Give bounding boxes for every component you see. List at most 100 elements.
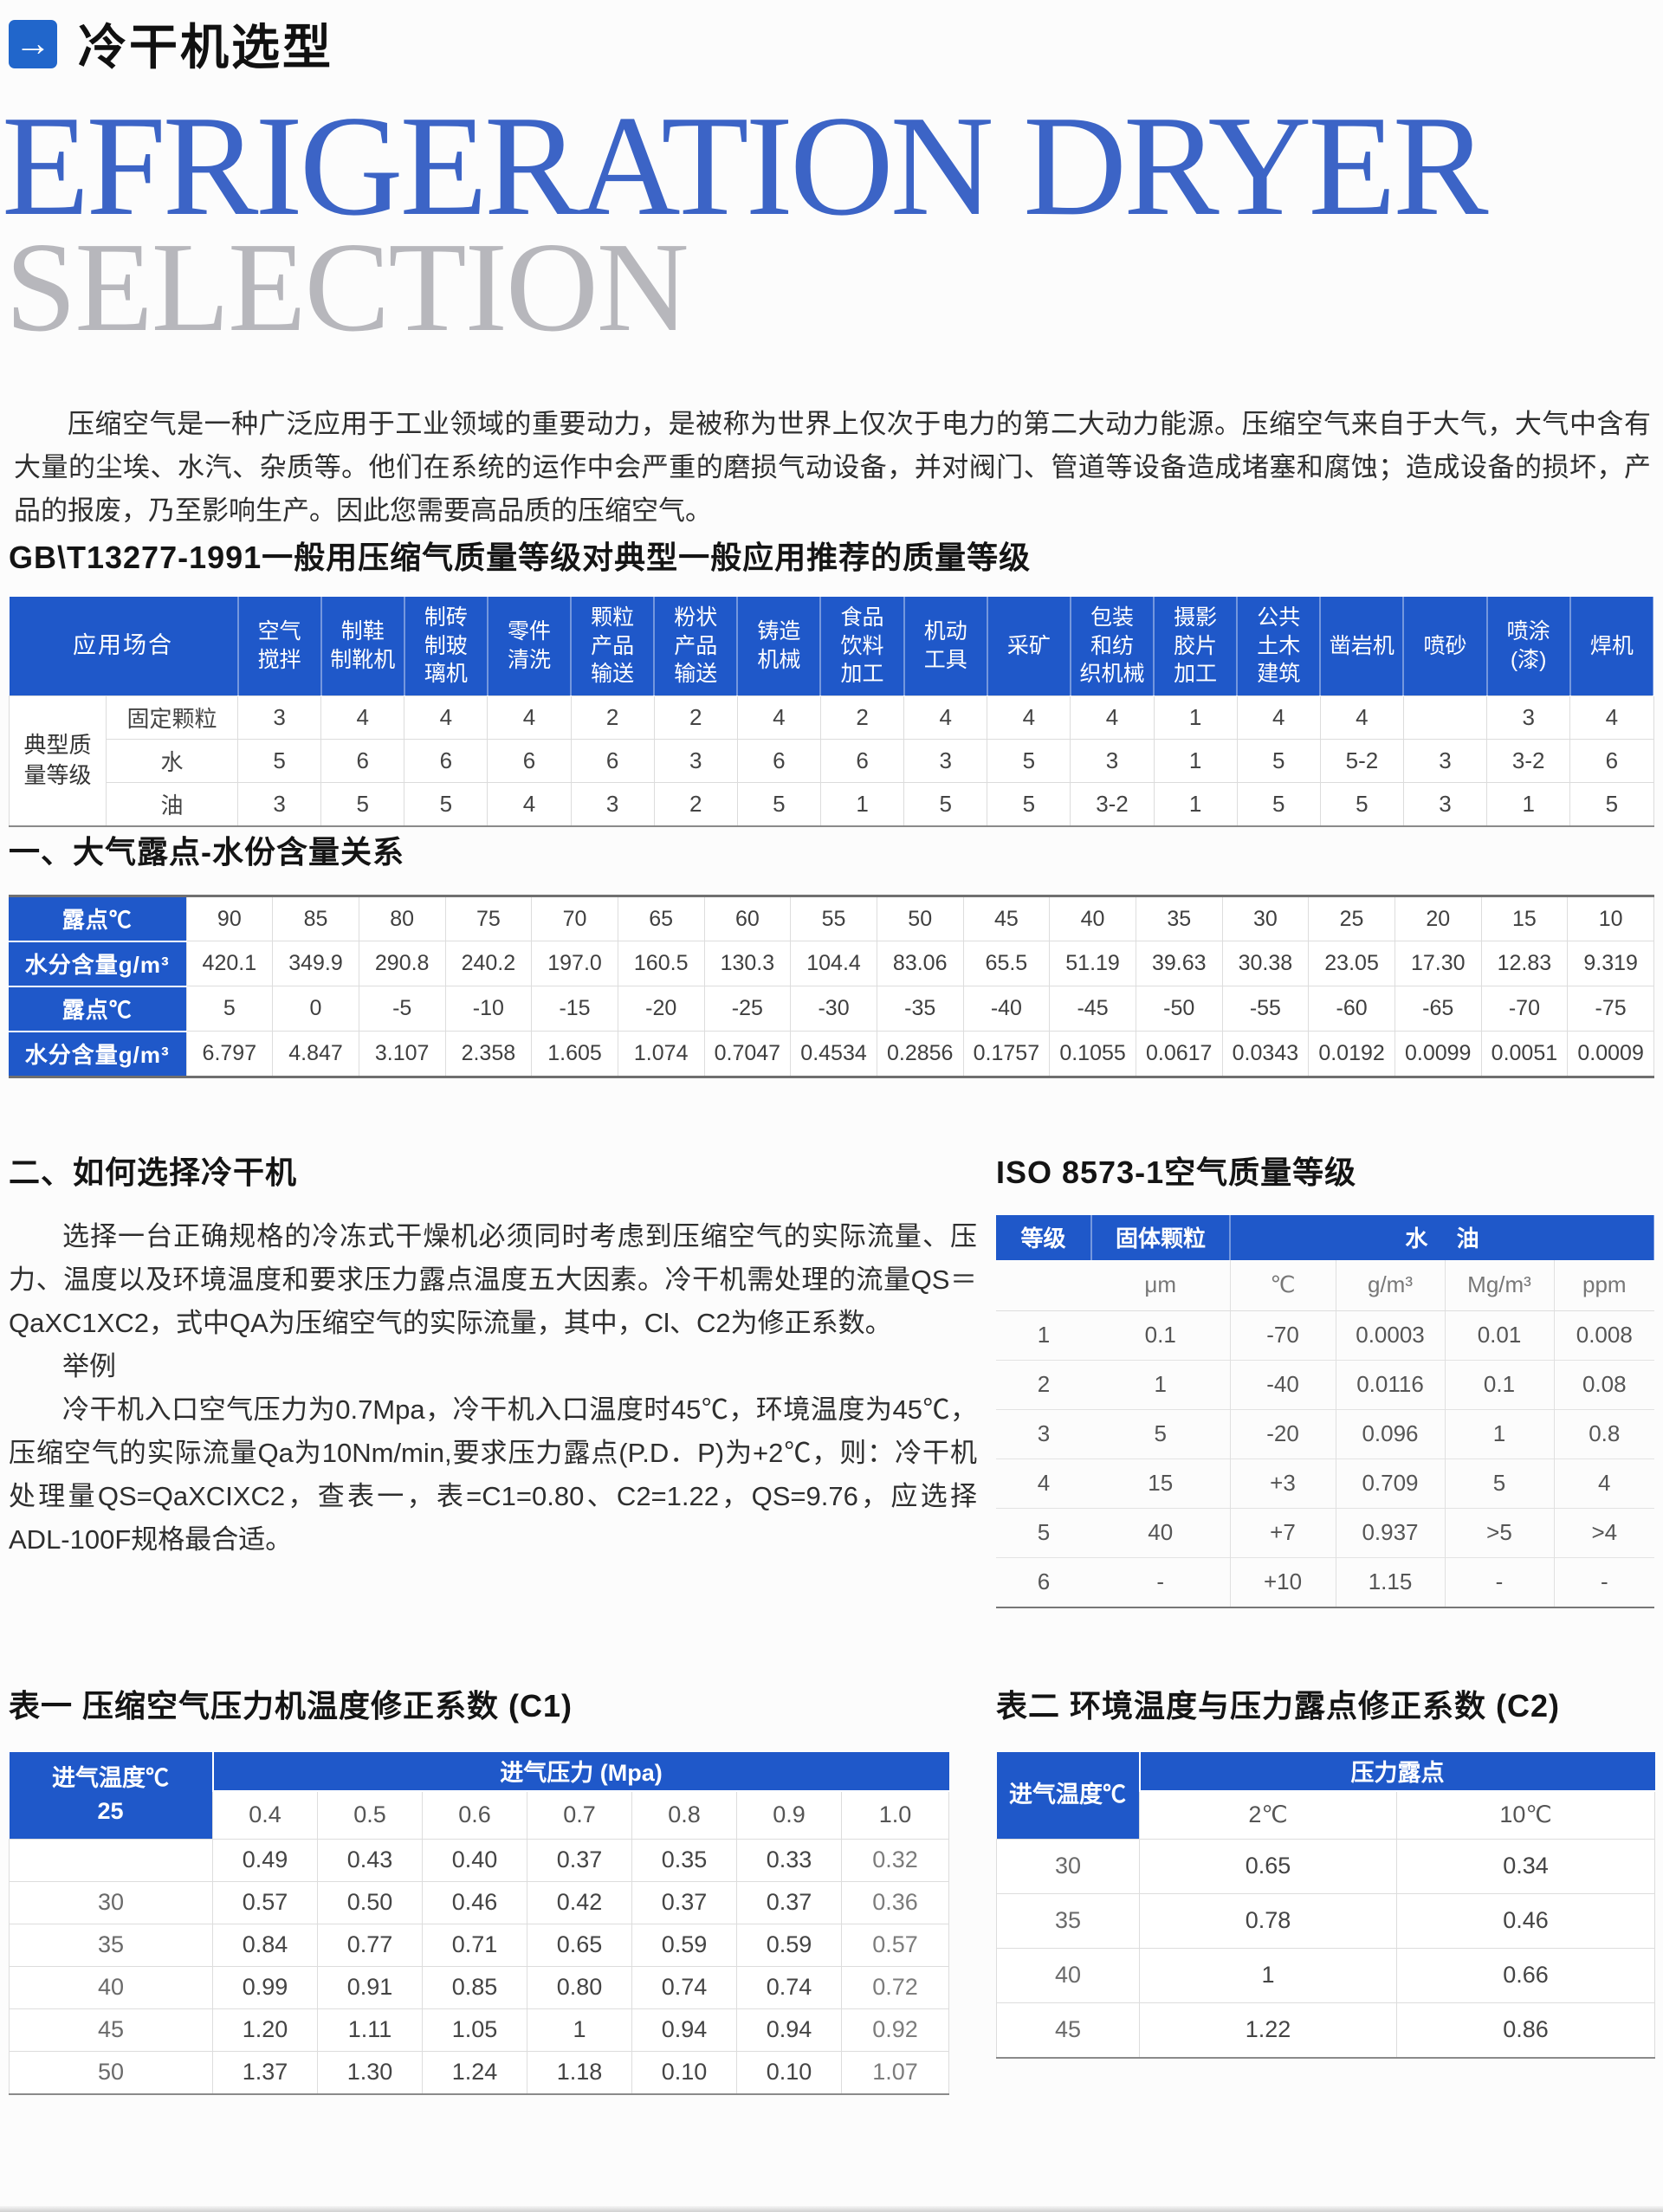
gb-cell: 2 [819, 695, 905, 740]
c2-table-cell: 0.86 [1396, 2002, 1655, 2059]
c1-table-cell: 0.43 [317, 1838, 423, 1882]
dew-cell: -20 [617, 986, 705, 1032]
dew-cell: 0.0099 [1394, 1031, 1482, 1077]
iso-cell: +7 [1229, 1507, 1336, 1558]
c1-table-cell: 0.33 [736, 1838, 842, 1882]
gb-cell: 3 [570, 781, 655, 827]
section2-heading: 二、如何选择冷干机 [9, 1154, 298, 1190]
dew-cell: 1.074 [617, 1031, 705, 1077]
dew-point-moisture-table: 露点℃ 90 85 80 75 70 65 60 55 50 45 40 35 30 25 20 15 10 水分含… [9, 894, 1654, 1078]
c1-table-row: 50 1.37 1.30 1.24 1.18 0.10 0.10 1.07 [9, 2050, 950, 2095]
dew-cell: 65.5 [962, 941, 1051, 987]
iso-cell: +3 [1229, 1458, 1336, 1509]
iso-unit-cell: Mg/m³ [1444, 1259, 1554, 1311]
c1-table-cell: 0.74 [736, 1965, 842, 2009]
gb-column-header: 焊机 [1569, 596, 1655, 696]
iso-cell: 0.008 [1553, 1310, 1655, 1361]
gb-cell: 3 [903, 738, 988, 783]
dew-table-row: 露点℃ 5 0 -5 -10 -15 -20 -25 -30 -35 -40 -45 -50 -55 -60… [9, 986, 1654, 1032]
iso-cell: 1.15 [1335, 1556, 1445, 1607]
gb-cell: 4 [320, 695, 405, 740]
c2-table-top-header: 压力露点 [1138, 1751, 1655, 1792]
c1-table-row-label: 50 [9, 2050, 213, 2095]
gb-cell: 4 [736, 695, 821, 740]
iso-cell: 40 [1091, 1507, 1230, 1558]
iso-table-row: 6- +10 1.15- - [996, 1556, 1655, 1607]
selection-guide-column: 二、如何选择冷干机 选择一台正确规格的冷冻式干燥机必须同时考虑到压缩空气的实际流… [9, 1148, 977, 1608]
iso-cell: 2 [996, 1359, 1091, 1410]
dew-cell: -70 [1480, 986, 1569, 1032]
iso-unit-cell: μm [1091, 1259, 1230, 1311]
dew-cell: 0.0009 [1567, 1031, 1654, 1077]
gb-cell: 5 [404, 781, 489, 827]
iso-grade-header: 等级 [996, 1214, 1092, 1260]
gb-cell: 1 [1153, 738, 1238, 783]
c1-table-row-label: 35 [9, 1923, 213, 1967]
c1-table-cell: 1.11 [317, 2008, 423, 2052]
gb-column-header: 包装 和纺 织机械 [1070, 596, 1155, 696]
c2-table-cell: 0.46 [1396, 1892, 1655, 1949]
iso-cell: - [1091, 1556, 1230, 1607]
dew-cell: 39.63 [1135, 941, 1223, 987]
iso-solid-header: 固体颗粒 [1091, 1214, 1231, 1260]
dew-cell: -10 [444, 986, 533, 1032]
gb-row-label: 固定颗粒 [106, 695, 238, 740]
c2-correction-table: 进气温度℃ 压力露点 2℃ 10℃ 30 0.65 0.34 35 0.78 0.46 40 1 0.6… [996, 1751, 1655, 2059]
c1-table-cell: 1.18 [527, 2050, 632, 2095]
example-label: 举例 [62, 1350, 116, 1381]
c2-table-cell: 0.34 [1396, 1838, 1655, 1894]
gb-table-row: 典型质 量等级 固定颗粒 3 4 4 4 2 2 4 2 4 4 4 1 4 4 3 4 [9, 695, 1654, 827]
dew-cell: 83.06 [876, 941, 964, 987]
dew-cell: -5 [358, 986, 446, 1032]
gb-column-header: 颗粒 产品 输送 [571, 596, 656, 696]
gb-cell: 6 [736, 738, 821, 783]
dew-cell: 60 [703, 895, 792, 942]
dew-cell: 0.2856 [876, 1031, 964, 1077]
gb-column-header: 食品 饮料 加工 [820, 596, 905, 696]
c1-table-cell: 0.91 [317, 1965, 423, 2009]
gb-cell: 5 [320, 781, 405, 827]
dew-cell: 0.0192 [1308, 1031, 1395, 1077]
gb-column-header: 铸造 机械 [737, 596, 822, 696]
c2-table-row-label: 30 [996, 1838, 1140, 1894]
c1-table-cell: 0.59 [736, 1923, 842, 1967]
c1-table-cell: 1.20 [212, 2008, 318, 2052]
iso-cell: 0.0116 [1335, 1359, 1445, 1410]
c1-table-cell: 1.05 [422, 2008, 527, 2052]
gb-cell: 3 [653, 738, 738, 783]
gb-column-header: 制鞋 制靴机 [320, 596, 405, 696]
c2-column: 表二 环境温度与压力露点修正系数 (C2) 进气温度℃ 压力露点 2℃ 10℃ 30 0.… [996, 1681, 1655, 2095]
c1-table-subheader-cell: 0.8 [631, 1790, 737, 1840]
c1-table-cell: 0.35 [631, 1838, 737, 1882]
page-header: → 冷干机选型 [9, 9, 1654, 79]
iso-cell: 5 [996, 1507, 1091, 1558]
dew-cell: 290.8 [358, 941, 446, 987]
c2-table-row-label: 40 [996, 1947, 1140, 2003]
dew-cell: -35 [876, 986, 964, 1032]
gb-cell: 4 [1569, 695, 1654, 740]
c2-table-row-label: 45 [996, 2002, 1140, 2059]
iso-column: ISO 8573-1空气质量等级 等级 固体颗粒水 油 μm ℃ g/m³ Mg/m³ pp… [996, 1148, 1656, 1608]
iso-cell: 15 [1091, 1458, 1230, 1509]
c1-table-cell: 0.10 [736, 2050, 842, 2095]
c1-table-cell: 0.37 [631, 1880, 737, 1924]
iso-unit-cell: ℃ [1229, 1259, 1336, 1311]
dew-cell: 160.5 [617, 941, 705, 987]
section1-heading: 一、大气露点-水份含量关系 [9, 833, 404, 870]
c1-table-row: 30 0.57 0.50 0.46 0.42 0.37 0.37 0.36 [9, 1880, 950, 1924]
c2-table-row-label: 35 [996, 1892, 1140, 1949]
dew-cell: 80 [358, 895, 446, 942]
c1-table-cell: 0.65 [527, 1923, 632, 1967]
iso-table-heading: ISO 8573-1空气质量等级 [996, 1154, 1357, 1190]
c1-table-cell: 0.49 [212, 1838, 318, 1882]
dew-cell: 0.0051 [1480, 1031, 1569, 1077]
dew-cell: 40 [1049, 895, 1136, 942]
dew-row-label: 水分含量g/m³ [9, 1031, 186, 1078]
dew-cell: 50 [876, 895, 964, 942]
gb-cell: 5-2 [1319, 738, 1404, 783]
gb-cell: 5 [1236, 781, 1321, 827]
c1-table-subheader-cell: 0.6 [422, 1790, 527, 1840]
c1-table-cell: 0.92 [840, 2008, 950, 2052]
dew-row-label: 水分含量g/m³ [9, 941, 186, 987]
dew-row-label: 露点℃ [9, 896, 186, 942]
